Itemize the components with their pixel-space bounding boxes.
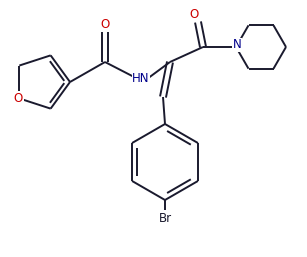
Text: O: O — [189, 7, 199, 21]
Text: O: O — [14, 92, 23, 105]
Text: O: O — [100, 17, 110, 31]
Text: Br: Br — [158, 212, 172, 225]
Text: HN: HN — [132, 72, 150, 86]
Text: N: N — [233, 39, 241, 51]
